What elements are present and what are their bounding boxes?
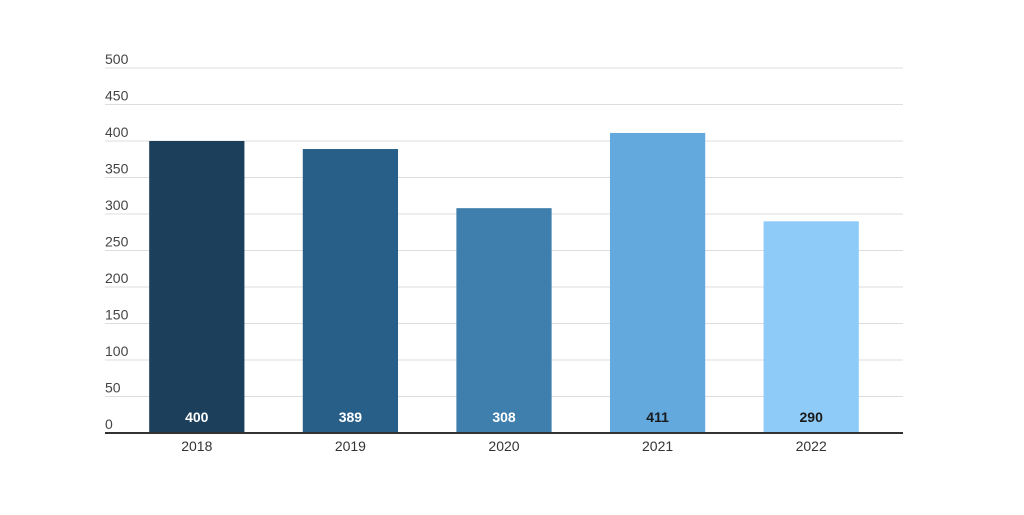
x-tick-label: 2019 (335, 438, 366, 454)
y-tick-label: 200 (105, 270, 129, 286)
x-tick-label: 2022 (796, 438, 827, 454)
y-tick-label: 300 (105, 197, 129, 213)
data-labels: 400 389 308 411 290 (185, 409, 823, 425)
data-label: 290 (800, 409, 824, 425)
bar (763, 221, 859, 433)
y-tick-label: 400 (105, 124, 129, 140)
x-axis-ticks: 2018 2019 2020 2021 2022 (181, 438, 827, 454)
y-tick-label: 150 (105, 307, 129, 323)
x-tick-label: 2021 (642, 438, 673, 454)
y-tick-label: 250 (105, 234, 129, 250)
y-tick-label: 450 (105, 88, 129, 104)
bar (609, 132, 706, 433)
data-label: 389 (339, 409, 363, 425)
y-tick-label: 0 (105, 416, 113, 432)
y-tick-label: 100 (105, 343, 129, 359)
data-label: 400 (185, 409, 209, 425)
y-tick-label: 500 (105, 51, 129, 67)
bar (149, 141, 245, 433)
y-axis-ticks: 0 50 100 150 200 250 300 350 400 450 500 (105, 51, 129, 432)
y-tick-label: 50 (105, 380, 121, 396)
data-label: 308 (492, 409, 516, 425)
x-tick-label: 2020 (488, 438, 519, 454)
data-label: 411 (646, 409, 669, 425)
x-tick-label: 2018 (181, 438, 212, 454)
bar (456, 208, 552, 433)
bar (302, 149, 399, 433)
y-tick-label: 350 (105, 161, 129, 177)
bars (149, 132, 859, 433)
